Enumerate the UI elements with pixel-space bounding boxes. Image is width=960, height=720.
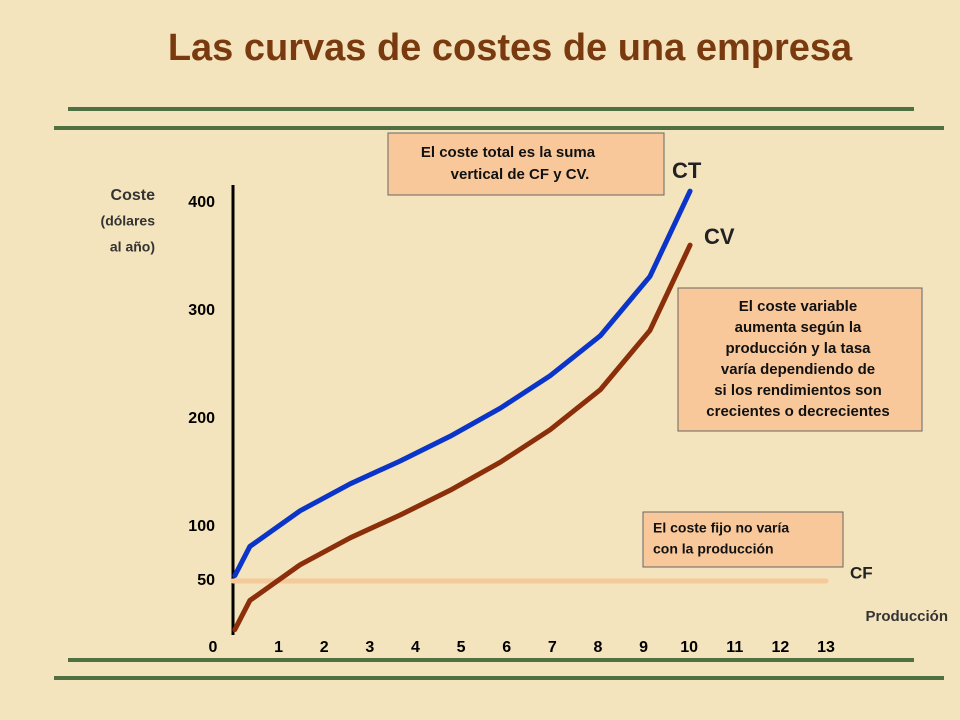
series-label: CT <box>672 158 702 183</box>
y-axis-label: al año) <box>110 239 155 255</box>
x-tick-label: 8 <box>593 639 602 656</box>
annotation-text: crecientes o decrecientes <box>706 403 889 420</box>
annotation-box <box>677 287 923 432</box>
x-tick-label: 13 <box>817 639 835 656</box>
x-tick-label: 10 <box>680 639 698 656</box>
annotation-text: aumenta según la <box>735 319 862 336</box>
annotation-box <box>387 132 665 196</box>
annotation-box <box>642 511 844 568</box>
y-tick-label: 100 <box>188 518 215 535</box>
annotation-text: El coste variable <box>739 298 857 315</box>
chart-title: Las curvas de costes de una empresa <box>168 27 853 69</box>
x-tick-label: 3 <box>365 639 374 656</box>
x-tick-label: 6 <box>502 639 511 656</box>
annotation-text: producción y la tasa <box>725 340 871 357</box>
annotation-text: El coste fijo no varía <box>653 520 789 536</box>
x-tick-label: 0 <box>209 639 218 656</box>
annotation-text: si los rendimientos son <box>714 382 882 399</box>
x-tick-label: 2 <box>320 639 329 656</box>
y-axis-label: (dólares <box>101 213 156 229</box>
y-tick-label: 400 <box>188 194 215 211</box>
y-tick-label: 300 <box>188 302 215 319</box>
annotation-text: vertical de CF y CV. <box>451 166 590 183</box>
annotation-text: varía dependiendo de <box>721 361 875 378</box>
series-label: CV <box>704 224 735 249</box>
y-tick-label: 50 <box>197 572 215 589</box>
y-tick-label: 200 <box>188 410 215 427</box>
x-tick-label: 7 <box>548 639 557 656</box>
series-label: CF <box>850 563 873 582</box>
series-line <box>232 242 693 633</box>
annotation-text: El coste total es la suma <box>421 144 596 161</box>
x-tick-label: 4 <box>411 639 420 656</box>
x-tick-label: 5 <box>457 639 466 656</box>
x-tick-label: 9 <box>639 639 648 656</box>
x-tick-label: 11 <box>726 639 743 656</box>
x-tick-label: 12 <box>771 639 789 656</box>
y-axis-label: Coste <box>111 187 156 204</box>
annotation-text: con la producción <box>653 541 774 557</box>
x-axis-label: Producción <box>865 608 948 625</box>
series-line <box>232 188 693 579</box>
x-tick-label: 1 <box>274 639 283 656</box>
